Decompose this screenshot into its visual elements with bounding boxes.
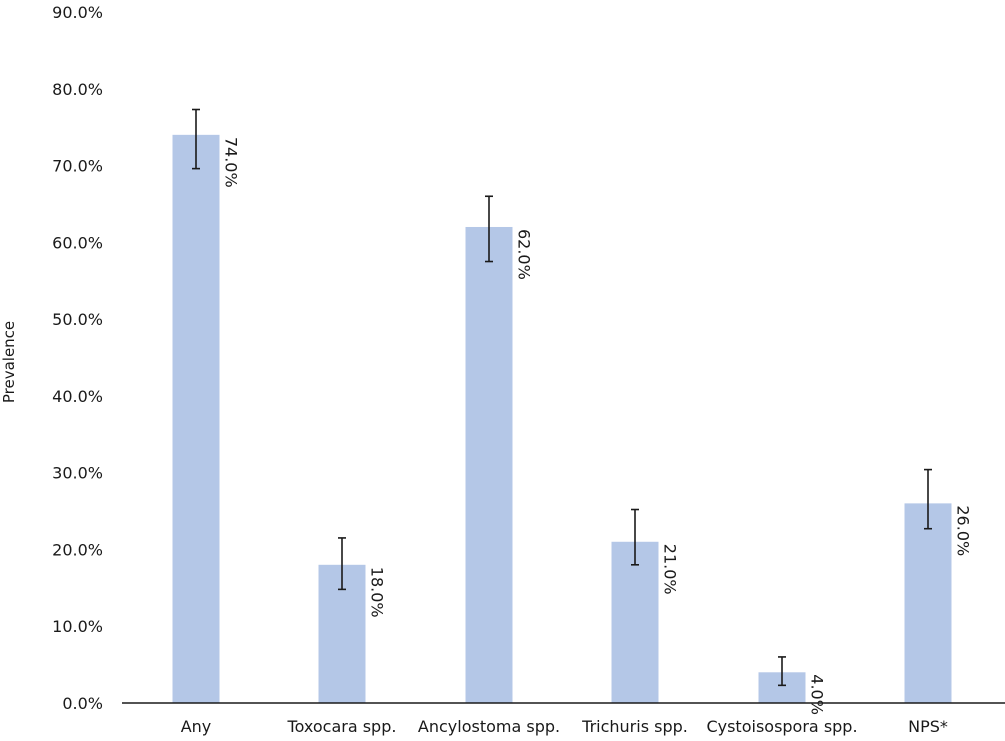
x-category-label: Any [181,717,212,736]
x-category-label: Toxocara spp. [287,717,397,736]
y-tick-label: 50.0% [52,310,103,329]
bar-group: 62.0% [465,195,534,703]
x-category-label: Ancylostoma spp. [418,717,560,736]
bar-group: 4.0% [758,656,827,715]
bar [611,541,659,703]
y-tick-label: 60.0% [52,233,103,252]
y-tick-label: 10.0% [52,617,103,636]
y-tick-label: 0.0% [62,694,103,713]
bars: 74.0% 18.0% 62.0% 21.0% 4.0% 26.0% [172,108,973,715]
bar-group: 18.0% [318,537,387,703]
y-tick-label: 30.0% [52,464,103,483]
y-tick-label: 40.0% [52,387,103,406]
error-bar [778,656,786,687]
error-bar [192,108,200,170]
bar-group: 26.0% [904,468,973,703]
error-bar [924,468,932,530]
data-label: 4.0% [808,674,827,715]
x-axis-categories: Any Toxocara spp. Ancylostoma spp. Trichuri… [181,717,948,736]
bar-group: 74.0% [172,108,241,703]
y-tick-label: 20.0% [52,540,103,559]
error-bar [338,537,346,591]
data-label: 18.0% [368,567,387,618]
y-tick-label: 80.0% [52,80,103,99]
y-axis-ticks: 0.0% 10.0% 20.0% 30.0% 40.0% 50.0% 60.0% 70.0% 8… [52,3,103,713]
error-bar [485,195,493,263]
data-label: 74.0% [222,137,241,188]
bar [172,134,220,703]
x-category-label: Cystoisospora spp. [706,717,857,736]
data-label: 21.0% [661,544,680,595]
error-bar [631,508,639,566]
data-label: 62.0% [515,229,534,280]
y-tick-label: 90.0% [52,3,103,22]
bar-group: 21.0% [611,508,680,703]
data-label: 26.0% [954,505,973,556]
y-axis-label: Prevalence [0,321,18,403]
x-category-label: NPS* [908,717,948,736]
bar [465,226,513,703]
y-tick-label: 70.0% [52,157,103,176]
x-category-label: Trichuris spp. [581,717,688,736]
bar [904,503,952,703]
